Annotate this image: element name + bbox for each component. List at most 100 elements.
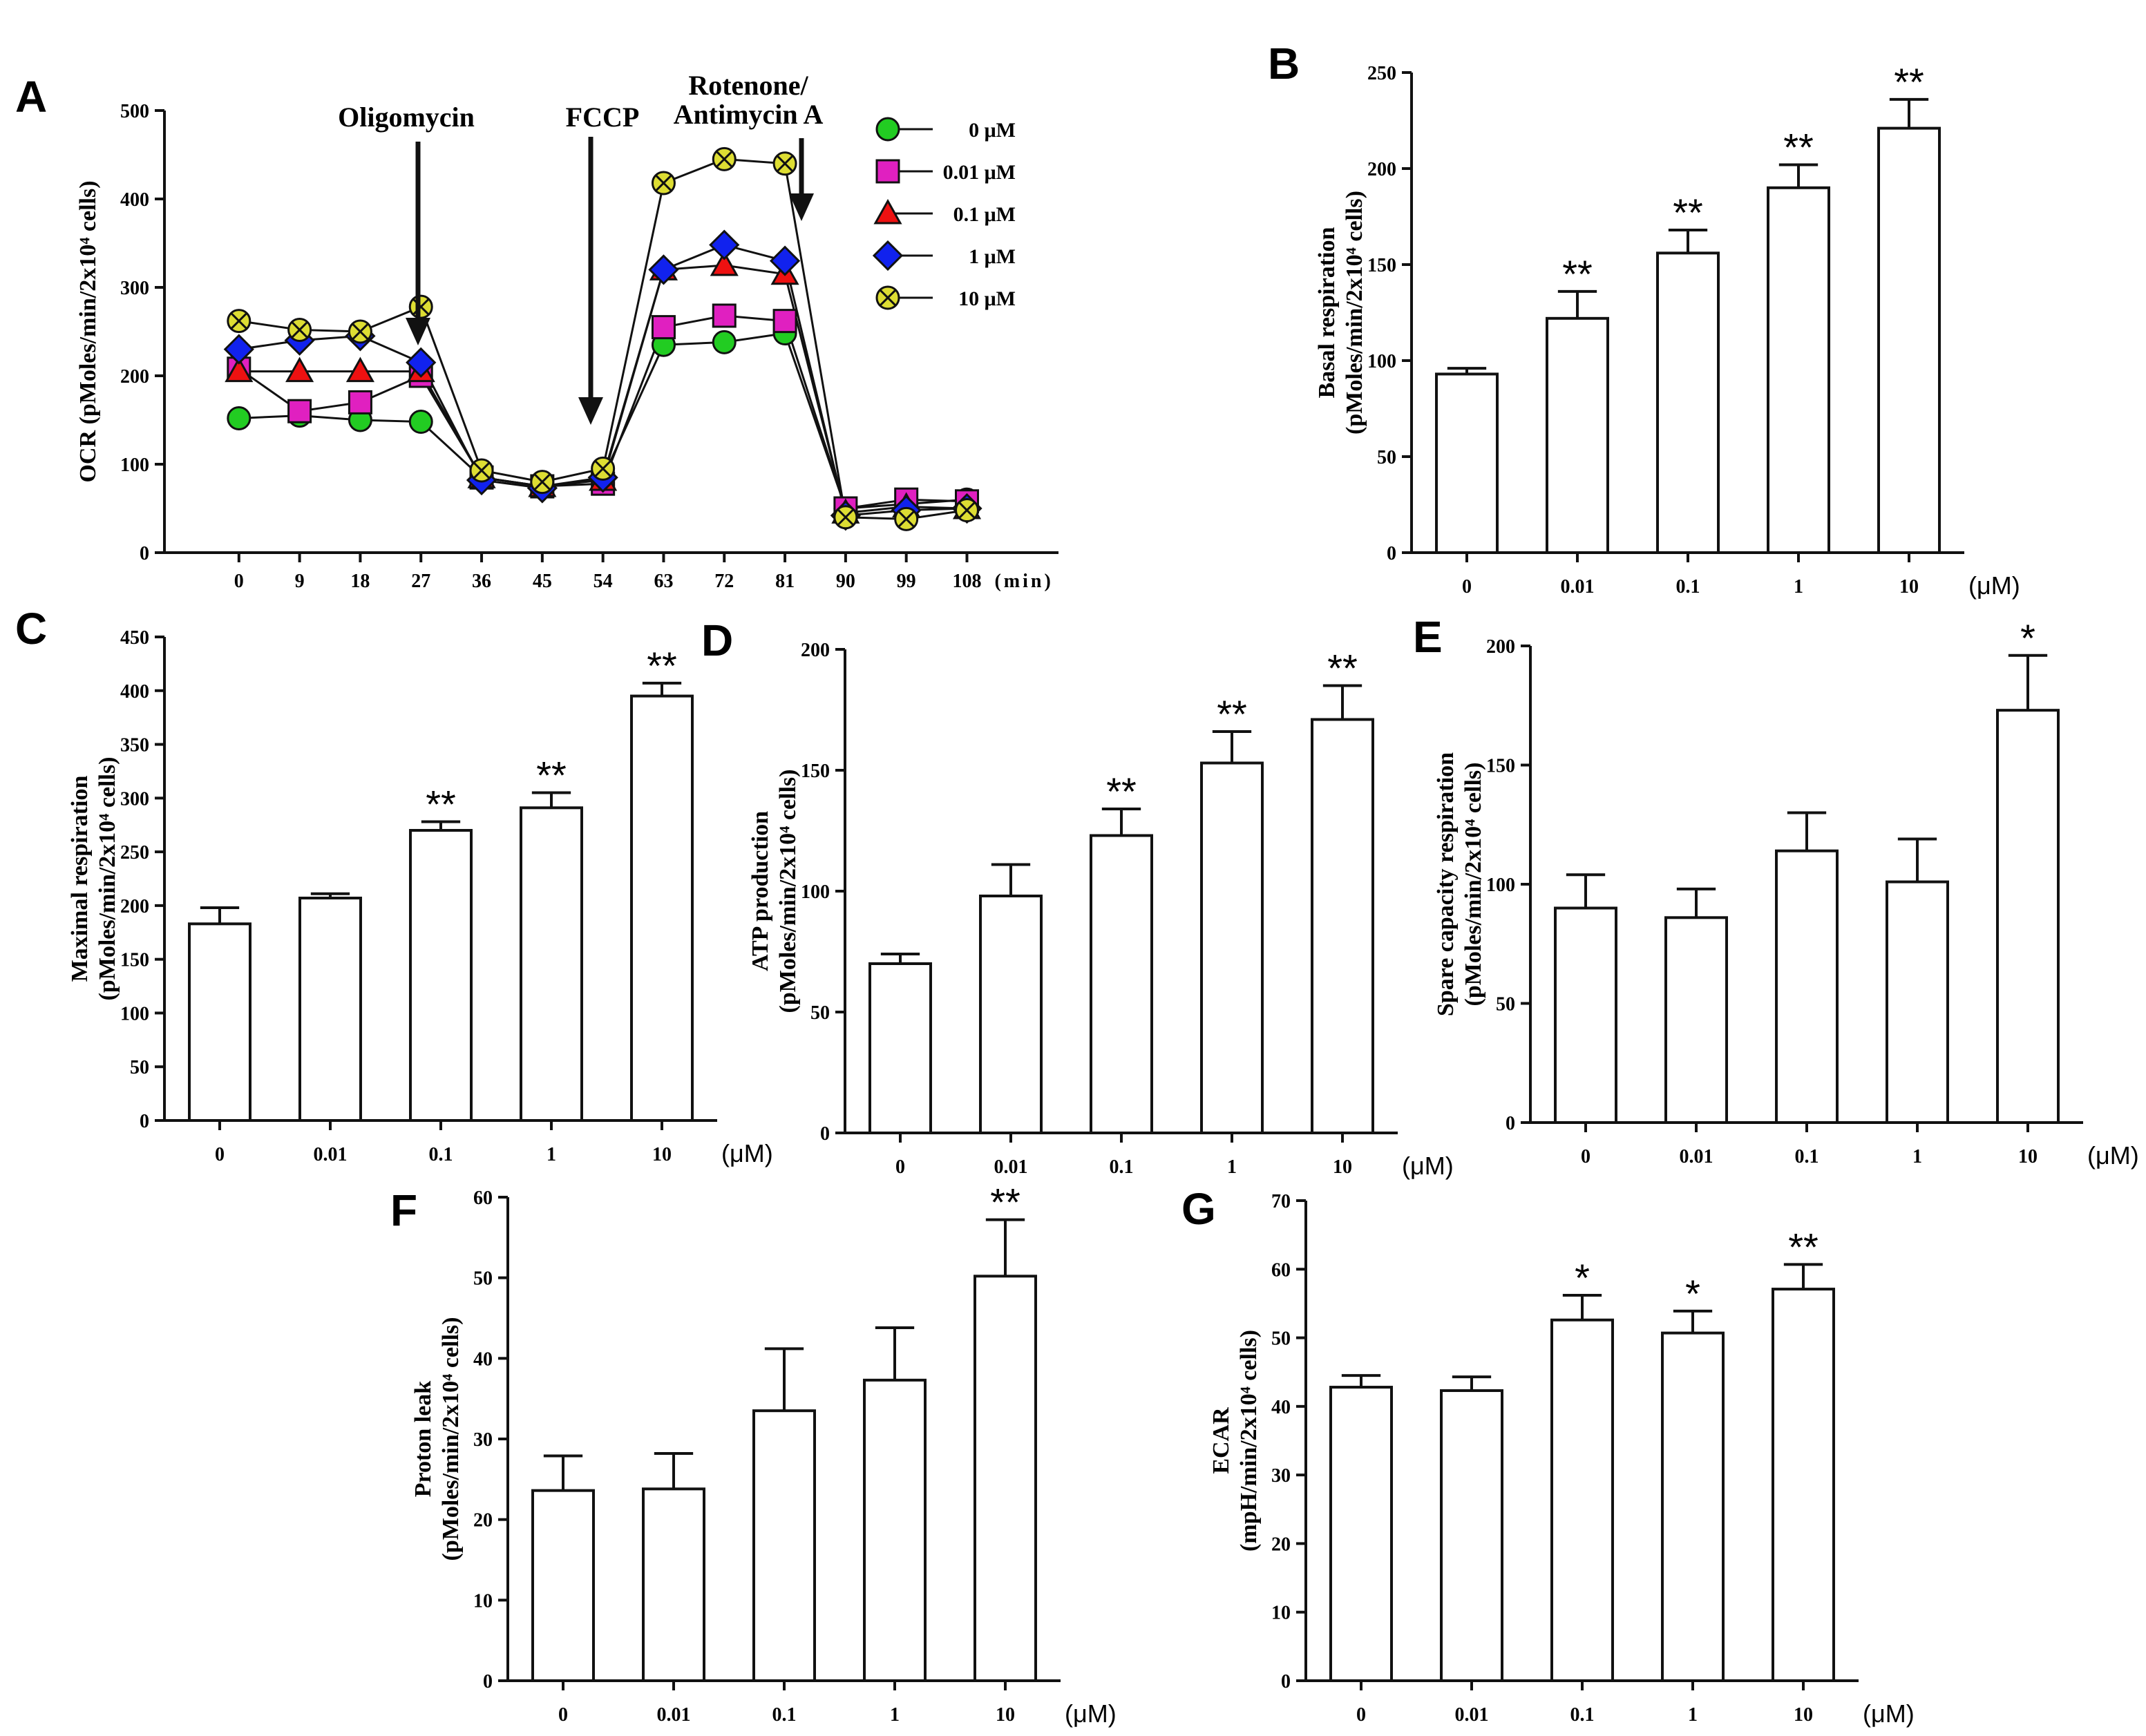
y-tick-label: 0 <box>483 1671 493 1692</box>
bar <box>1664 916 1728 1125</box>
bar <box>1550 1318 1614 1683</box>
significance-label: ** <box>536 754 567 797</box>
data-point-cross <box>533 473 551 490</box>
data-point <box>712 146 737 171</box>
significance-label: ** <box>1788 1225 1819 1268</box>
bar <box>1435 372 1499 555</box>
bar <box>1554 906 1617 1124</box>
x-tick-label: 108 <box>952 571 981 592</box>
bar <box>868 962 932 1134</box>
x-tick-label: 63 <box>654 571 673 592</box>
treatment-label-line2: Antimycin A <box>674 99 824 130</box>
data-point-cross <box>473 461 491 479</box>
panel-a: A 0 100 200 300 400 500 0 9 18 27 36 45 54 63 72 81 90 99 1… <box>15 70 1058 592</box>
y-tick-label: 400 <box>120 189 149 211</box>
legend-label: 0 μM <box>969 119 1016 142</box>
bar <box>1996 709 2060 1124</box>
x-unit-label: (μM) <box>2087 1141 2139 1170</box>
y-tick-label: 350 <box>120 735 149 756</box>
significance-label: ** <box>1106 770 1137 813</box>
y-axis-label: Spare capacity respiration <box>1433 752 1459 1016</box>
arrow-head <box>578 397 603 425</box>
data-point <box>408 410 433 435</box>
y-tick-label: 200 <box>120 366 149 388</box>
y-tick-label: 20 <box>473 1510 493 1532</box>
data-point <box>712 330 737 354</box>
treatment-annotation: Rotenone/Antimycin A <box>674 70 824 221</box>
data-point-cross <box>958 502 976 519</box>
x-tick-label: 99 <box>897 571 916 592</box>
panel-letter: C <box>15 604 47 654</box>
data-point-cross <box>898 511 915 528</box>
x-tick-label: 10 <box>2018 1146 2038 1167</box>
panel-letter: B <box>1268 39 1300 88</box>
bar <box>409 829 473 1122</box>
y-axis-label-units: (pMoles/min/2x10⁴ cells) <box>1342 191 1367 435</box>
y-tick-label: 250 <box>1367 63 1396 84</box>
data-point <box>875 285 900 310</box>
x-tick-label: 0.1 <box>1676 576 1700 598</box>
x-tick-label: 0 <box>234 571 244 592</box>
data-point <box>772 309 797 334</box>
data-point <box>227 406 251 430</box>
y-tick-label: 0 <box>140 543 149 564</box>
panel-letter: G <box>1181 1184 1216 1234</box>
significance-label: * <box>2020 616 2035 660</box>
x-tick-label: 0.01 <box>314 1144 348 1165</box>
data-point-cross <box>230 312 248 330</box>
data-point <box>710 250 739 276</box>
data-point <box>712 303 737 328</box>
panel-letter: E <box>1413 612 1443 662</box>
y-tick-label: 50 <box>130 1057 149 1078</box>
treatment-annotation: FCCP <box>566 102 639 425</box>
significance-label: ** <box>647 644 677 687</box>
x-tick-label: 72 <box>714 571 734 592</box>
x-tick-label: 9 <box>295 571 305 592</box>
data-point <box>648 254 679 285</box>
y-axis-label-units: (pMoles/min/2x10⁴ cells) <box>1461 763 1486 1007</box>
bar <box>1090 834 1153 1134</box>
x-tick-label: 81 <box>775 571 795 592</box>
legend-label: 1 μM <box>969 245 1016 268</box>
x-tick-label: 0.01 <box>994 1156 1028 1178</box>
panel-letter: F <box>390 1185 417 1235</box>
data-point-cross <box>776 155 794 173</box>
y-tick-label: 30 <box>1271 1465 1291 1487</box>
bar <box>1767 186 1830 554</box>
data-point <box>345 356 374 383</box>
x-tick-label: 1 <box>1912 1146 1922 1167</box>
y-axis-label: Basal respiration <box>1314 227 1340 399</box>
y-axis-label-units: (mpH/min/2x10⁴ cells) <box>1236 1330 1262 1552</box>
x-tick-label: 10 <box>1333 1156 1352 1178</box>
y-tick-label: 50 <box>1377 447 1396 468</box>
significance-label: ** <box>1327 647 1358 690</box>
bar <box>1772 1288 1835 1683</box>
legend-label: 0.1 μM <box>953 203 1016 226</box>
y-tick-label: 0 <box>820 1123 830 1145</box>
data-point <box>875 159 900 184</box>
data-point-cross <box>594 460 611 477</box>
y-tick-label: 10 <box>473 1590 493 1612</box>
data-point <box>591 456 616 481</box>
x-tick-label: 0 <box>1581 1146 1590 1167</box>
x-tick-label: 1 <box>1794 576 1803 598</box>
data-point <box>408 294 433 319</box>
x-tick-label: 0 <box>895 1156 905 1178</box>
x-tick-label: 1 <box>547 1144 556 1165</box>
bar <box>1329 1386 1393 1682</box>
bar <box>1886 880 1949 1125</box>
legend: 0 μM 0.01 μM 0.1 μM 1 μM 10 μM <box>872 117 1016 310</box>
y-tick-label: 150 <box>1486 756 1515 777</box>
y-tick-label: 0 <box>1281 1671 1291 1692</box>
data-point-cross <box>837 508 855 526</box>
y-tick-label: 40 <box>473 1348 493 1370</box>
y-tick-label: 150 <box>801 761 830 782</box>
data-point <box>954 498 979 523</box>
x-unit-label: (μM) <box>1863 1699 1915 1728</box>
y-tick-label: 0 <box>140 1111 149 1132</box>
y-tick-label: 0 <box>1387 543 1396 564</box>
data-point-cross <box>716 151 733 168</box>
significance-label: ** <box>1217 692 1247 736</box>
x-tick-label: 10 <box>652 1144 672 1165</box>
series-markers <box>227 146 979 531</box>
